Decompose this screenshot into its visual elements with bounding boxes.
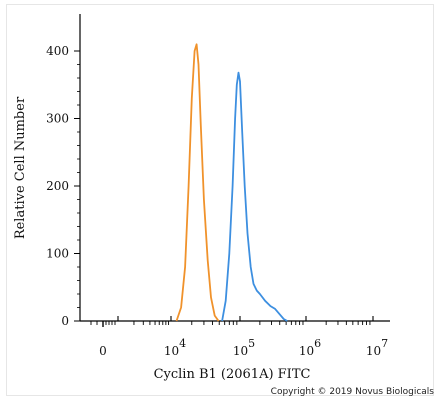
x-tick-label: 106 xyxy=(299,337,321,358)
y-tick-label: 0 xyxy=(61,314,69,328)
copyright-notice: Copyright © 2019 Novus Biologicals xyxy=(270,387,434,397)
histogram-line-1 xyxy=(175,43,220,322)
x-tick-label: 0 xyxy=(99,344,107,358)
x-tick-label: 107 xyxy=(366,337,388,358)
x-tick-label: 105 xyxy=(233,337,255,358)
x-axis-title: Cyclin B1 (2061A) FITC xyxy=(154,367,311,382)
x-tick-label: 104 xyxy=(164,337,186,358)
y-axis-title: Relative Cell Number xyxy=(13,96,28,239)
y-tick-label: 400 xyxy=(46,44,69,58)
y-tick-label: 200 xyxy=(46,179,69,193)
figure-frame xyxy=(6,4,434,396)
histogram-line-2 xyxy=(221,71,288,322)
y-tick-label: 100 xyxy=(46,247,69,261)
y-tick-label: 300 xyxy=(46,112,69,126)
